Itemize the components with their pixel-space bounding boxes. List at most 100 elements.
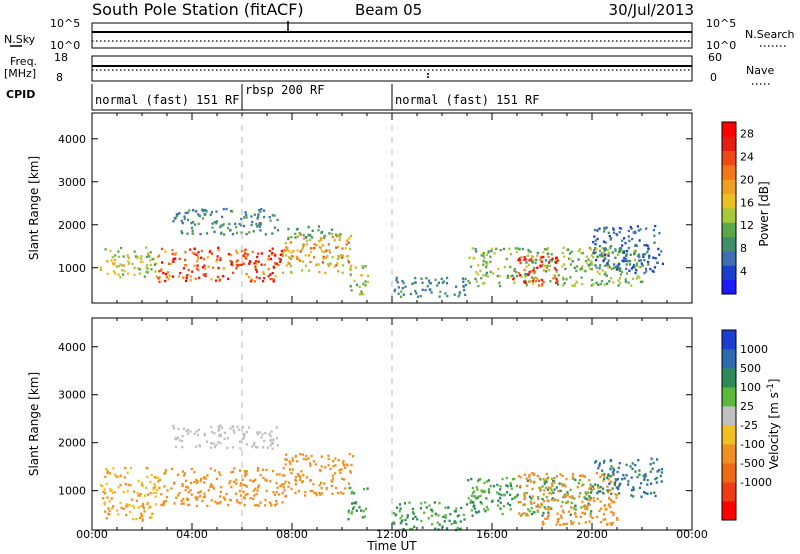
range-gate-cell [218, 471, 221, 474]
range-gate-cell [517, 271, 521, 275]
range-gate-cell [183, 474, 186, 477]
range-gate-cell [137, 494, 140, 497]
range-gate-cell [560, 516, 563, 519]
colorbar-swatch [722, 122, 736, 137]
range-gate-cell [331, 256, 334, 259]
range-gate-cell [349, 470, 352, 473]
range-gate-cell [289, 270, 292, 274]
range-gate-cell [270, 430, 273, 433]
range-gate-cell [282, 486, 285, 489]
range-gate-cell [635, 264, 638, 267]
nsearch-hi-tick: 10^5 [706, 17, 736, 30]
range-gate-cell [637, 254, 640, 258]
range-gate-cell [355, 283, 359, 287]
range-gate-cell [238, 428, 241, 431]
range-gate-cell [235, 231, 239, 235]
range-gate-cell [423, 511, 426, 514]
range-gate-cell [559, 514, 562, 517]
range-gate-cell [632, 265, 635, 269]
range-gate-cell [450, 522, 453, 526]
range-gate-cell [656, 470, 659, 473]
range-gate-cell [219, 258, 222, 262]
range-gate-cell [619, 277, 622, 280]
range-gate-cell [643, 478, 646, 481]
range-gate-cell [166, 271, 170, 274]
velocity-cells [99, 424, 664, 532]
range-gate-cell [643, 490, 646, 494]
range-gate-cell [361, 516, 364, 519]
range-gate-cell [206, 504, 209, 508]
range-gate-cell [172, 257, 175, 261]
range-gate-cell [288, 468, 291, 471]
range-gate-cell [146, 475, 149, 479]
range-gate-cell [397, 292, 400, 295]
colorbar-tick-label: 4 [740, 265, 747, 278]
range-gate-cell [634, 244, 637, 247]
range-gate-cell [536, 254, 539, 257]
range-gate-cell [142, 507, 145, 510]
range-gate-cell [508, 247, 511, 251]
range-gate-cell [332, 465, 335, 468]
range-gate-cell [617, 485, 620, 488]
range-gate-cell [209, 250, 212, 253]
range-gate-cell [635, 268, 638, 272]
range-gate-cell [526, 254, 529, 257]
range-gate-cell [242, 254, 245, 257]
range-gate-cell [348, 452, 351, 456]
range-gate-cell [319, 493, 322, 496]
range-gate-cell [164, 272, 168, 276]
colorbar-tick-label: 16 [740, 196, 754, 209]
range-gate-cell [238, 263, 241, 267]
range-gate-cell [582, 483, 585, 486]
colorbar-swatch [722, 193, 736, 209]
range-gate-cell [137, 479, 140, 483]
range-gate-cell [633, 258, 637, 262]
range-gate-cell [625, 463, 628, 467]
range-gate-cell [470, 509, 473, 512]
range-gate-cell [483, 481, 486, 485]
range-gate-cell [252, 497, 255, 501]
range-gate-cell [641, 253, 645, 256]
range-gate-cell [437, 514, 440, 517]
range-gate-cell [627, 483, 630, 486]
range-gate-cell [624, 259, 627, 263]
range-gate-cell [592, 499, 596, 503]
range-gate-cell [496, 274, 499, 278]
range-gate-cell [124, 482, 127, 486]
range-gate-cell [266, 446, 269, 449]
range-gate-cell [542, 269, 545, 272]
range-gate-cell [546, 499, 549, 502]
range-gate-cell [269, 444, 272, 447]
range-gate-cell [618, 492, 621, 495]
range-gate-cell [132, 517, 135, 521]
range-gate-cell [610, 277, 613, 280]
range-gate-cell [627, 235, 630, 238]
range-gate-cell [481, 490, 484, 494]
range-gate-cell [649, 463, 652, 466]
range-gate-cell [528, 280, 531, 283]
range-gate-cell [337, 233, 340, 237]
range-gate-cell [609, 481, 612, 484]
range-gate-cell [506, 485, 509, 488]
range-gate-cell [619, 482, 622, 485]
range-gate-cell [581, 251, 584, 255]
range-gate-cell [536, 266, 539, 269]
range-gate-cell [230, 471, 233, 474]
range-gate-cell [612, 231, 616, 234]
range-gate-cell [349, 247, 352, 251]
range-gate-cell [137, 267, 140, 270]
range-gate-cell [339, 471, 342, 474]
range-gate-cell [179, 271, 182, 275]
range-gate-cell [637, 459, 640, 462]
range-gate-cell [210, 211, 213, 214]
range-gate-cell [331, 474, 334, 477]
range-gate-cell [119, 263, 122, 266]
range-gate-cell [587, 264, 590, 267]
range-gate-cell [542, 500, 546, 503]
range-gate-cell [614, 493, 617, 496]
range-gate-cell [482, 274, 485, 277]
range-gate-cell [643, 259, 646, 262]
range-gate-cell [271, 232, 274, 235]
range-gate-cell [531, 487, 534, 491]
range-gate-cell [525, 265, 528, 268]
